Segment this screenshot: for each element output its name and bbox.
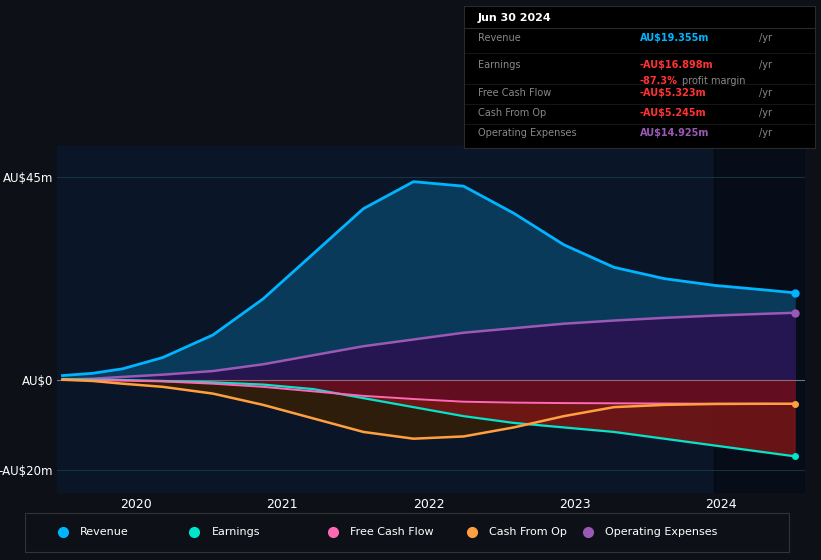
Text: AU$14.925m: AU$14.925m: [640, 128, 709, 138]
Text: AU$19.355m: AU$19.355m: [640, 32, 709, 43]
Bar: [714, 146, 805, 493]
Text: -AU$16.898m: -AU$16.898m: [640, 60, 713, 70]
Text: /yr: /yr: [759, 109, 772, 118]
Text: /yr: /yr: [759, 128, 772, 138]
Text: /yr: /yr: [759, 60, 772, 70]
Text: /yr: /yr: [759, 32, 772, 43]
Text: Revenue: Revenue: [478, 32, 521, 43]
Text: -AU$5.323m: -AU$5.323m: [640, 88, 706, 99]
Text: Free Cash Flow: Free Cash Flow: [478, 88, 551, 99]
Text: Free Cash Flow: Free Cash Flow: [351, 527, 434, 537]
Bar: [25, 513, 789, 552]
Text: -AU$5.245m: -AU$5.245m: [640, 109, 706, 118]
Text: Operating Expenses: Operating Expenses: [605, 527, 718, 537]
Text: Cash From Op: Cash From Op: [478, 109, 546, 118]
Text: Earnings: Earnings: [211, 527, 260, 537]
Text: Jun 30 2024: Jun 30 2024: [478, 13, 552, 23]
Text: profit margin: profit margin: [681, 76, 745, 86]
Text: Cash From Op: Cash From Op: [489, 527, 567, 537]
Text: Revenue: Revenue: [80, 527, 129, 537]
Text: Earnings: Earnings: [478, 60, 521, 70]
Text: /yr: /yr: [759, 88, 772, 99]
Text: Operating Expenses: Operating Expenses: [478, 128, 576, 138]
Text: -87.3%: -87.3%: [640, 76, 677, 86]
